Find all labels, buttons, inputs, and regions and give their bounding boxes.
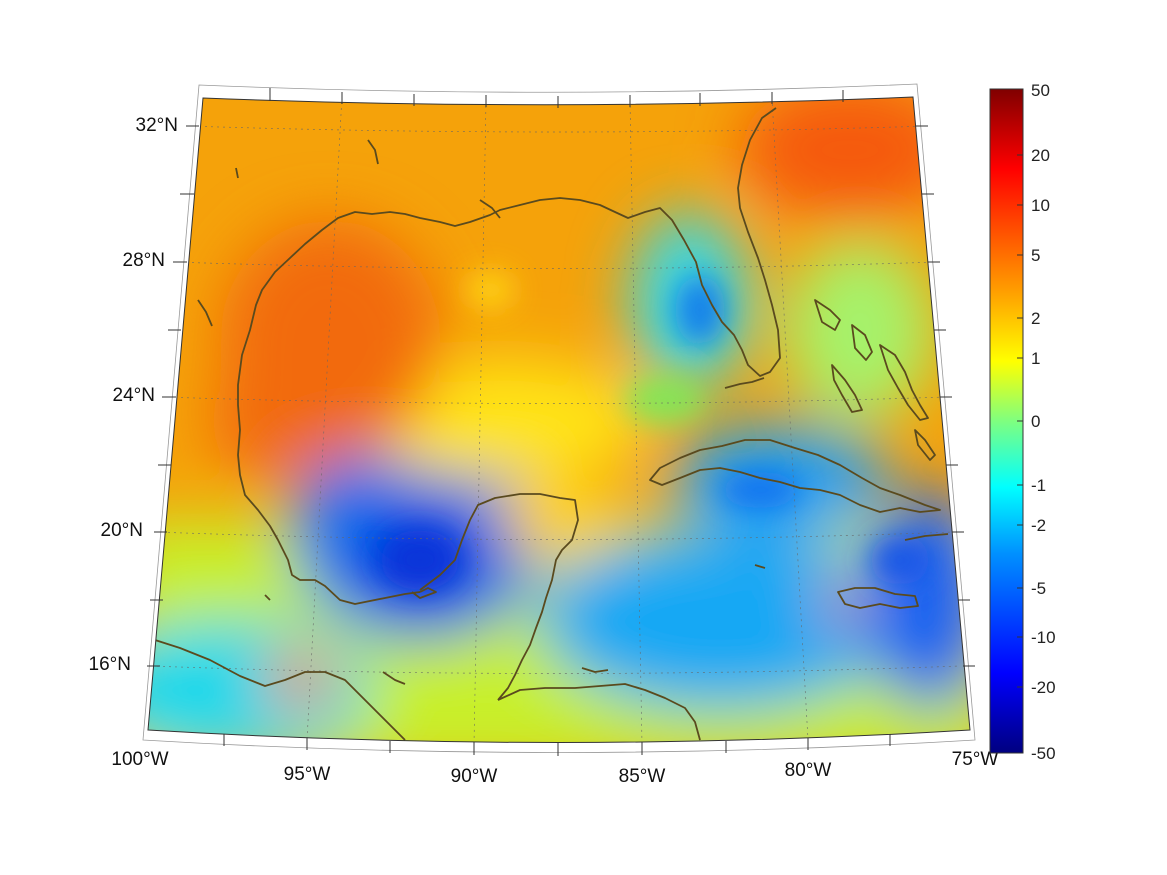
colorbar-label: 50 xyxy=(1031,81,1050,100)
colorbar-label: -5 xyxy=(1031,579,1046,598)
colorbar-label: -20 xyxy=(1031,678,1056,697)
coastline xyxy=(154,107,949,741)
lon-label: 100°W xyxy=(111,749,168,770)
lat-labels: 32°N 28°N 24°N 20°N 16°N xyxy=(89,115,178,675)
lat-label: 20°N xyxy=(101,520,143,541)
graticule xyxy=(150,97,961,743)
lon-label: 85°W xyxy=(619,766,666,787)
colorbar-label: -50 xyxy=(1031,744,1056,763)
lon-label: 75°W xyxy=(952,749,999,770)
colorbar-label: -2 xyxy=(1031,516,1046,535)
map-frame xyxy=(142,83,976,756)
colorbar-label: 1 xyxy=(1031,349,1040,368)
colorbar-label: 5 xyxy=(1031,246,1040,265)
colorbar-label: -10 xyxy=(1031,628,1056,647)
lon-label: 95°W xyxy=(284,764,331,785)
lon-label: 90°W xyxy=(451,766,498,787)
lat-label: 28°N xyxy=(123,250,165,271)
colorbar-label: 0 xyxy=(1031,412,1040,431)
colorbar-label: 20 xyxy=(1031,146,1050,165)
colorbar-label: 2 xyxy=(1031,309,1040,328)
lon-label: 80°W xyxy=(785,760,832,781)
lat-label: 24°N xyxy=(113,385,155,406)
colorbar-label: 10 xyxy=(1031,196,1050,215)
data-field xyxy=(148,97,970,743)
lon-labels: 100°W 95°W 90°W 85°W 80°W 75°W xyxy=(111,749,998,787)
colorbar: 50 20 10 5 2 1 0 -1 -2 -5 -10 -20 -50 xyxy=(989,81,1056,763)
lat-label: 32°N xyxy=(136,115,178,136)
colorbar-label: -1 xyxy=(1031,476,1046,495)
lat-label: 16°N xyxy=(89,654,131,675)
